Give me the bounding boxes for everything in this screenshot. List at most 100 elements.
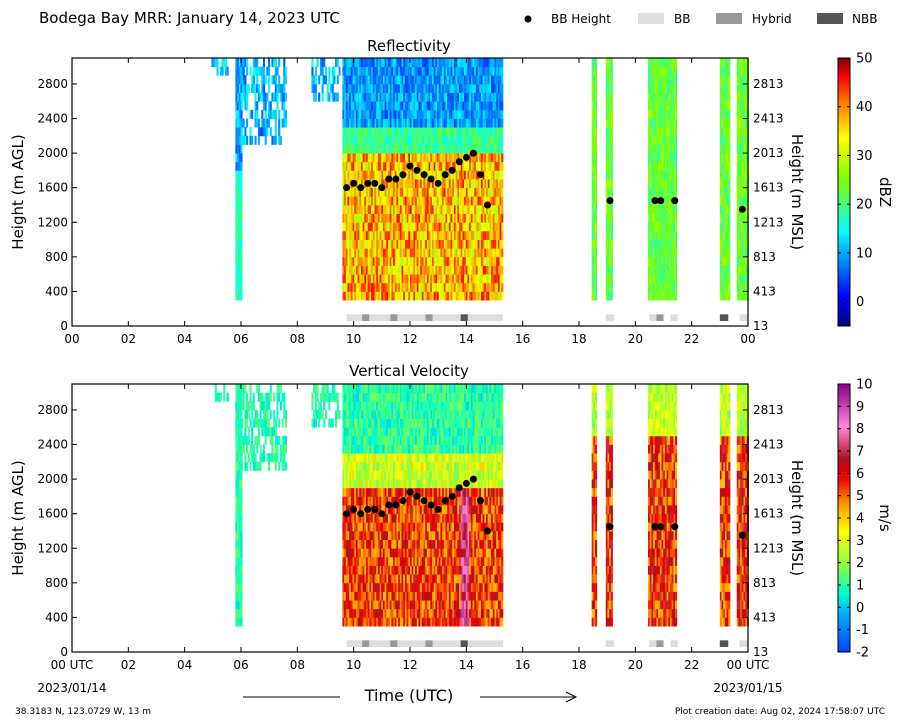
heatmap-cell bbox=[364, 118, 367, 128]
heatmap-cell bbox=[438, 161, 441, 171]
heatmap-cell bbox=[610, 282, 613, 292]
heatmap-cell bbox=[350, 392, 353, 402]
heatmap-cell bbox=[391, 127, 394, 137]
heatmap-cell bbox=[675, 291, 678, 301]
heatmap-cell bbox=[372, 556, 375, 566]
heatmap-cell bbox=[453, 230, 457, 240]
heatmap-cell bbox=[648, 153, 651, 163]
heatmap-cell bbox=[437, 75, 440, 85]
heatmap-cell bbox=[389, 109, 392, 119]
heatmap-cell bbox=[658, 170, 661, 180]
heatmap-cell bbox=[433, 187, 436, 197]
heatmap-cell bbox=[487, 135, 490, 145]
bb-height-point bbox=[462, 153, 470, 161]
heatmap-cell bbox=[345, 530, 348, 541]
heatmap-cell bbox=[651, 213, 654, 223]
heatmap-cell bbox=[455, 135, 458, 145]
heatmap-cell bbox=[411, 135, 414, 145]
heatmap-cell bbox=[371, 153, 374, 163]
heatmap-cell bbox=[661, 144, 664, 154]
heatmap-cell bbox=[393, 239, 396, 249]
heatmap-cell bbox=[237, 265, 240, 275]
y-tick-label: 2800 bbox=[37, 77, 68, 91]
heatmap-cell bbox=[381, 66, 384, 76]
heatmap-cell bbox=[445, 282, 448, 292]
heatmap-cell bbox=[445, 274, 448, 284]
heatmap-cell bbox=[661, 127, 664, 137]
heatmap-cell bbox=[410, 75, 413, 85]
heatmap-cell bbox=[719, 265, 722, 275]
heatmap-cell bbox=[499, 161, 502, 171]
heatmap-cell bbox=[391, 248, 394, 258]
heatmap-cell bbox=[465, 75, 468, 85]
heatmap-cell bbox=[743, 66, 746, 76]
heatmap-cell bbox=[420, 135, 423, 145]
heatmap-cell bbox=[425, 248, 428, 258]
heatmap-cell bbox=[671, 282, 674, 292]
heatmap-cell bbox=[342, 204, 345, 215]
heatmap-cell bbox=[459, 58, 462, 68]
heatmap-cell bbox=[728, 239, 731, 249]
heatmap-cell bbox=[369, 239, 372, 249]
heatmap-cell bbox=[658, 109, 661, 119]
heatmap-cell bbox=[382, 101, 386, 111]
heatmap-cell bbox=[738, 187, 741, 197]
heatmap-cell bbox=[403, 66, 406, 76]
heatmap-cell bbox=[433, 274, 436, 284]
heatmap-cell bbox=[411, 92, 414, 102]
heatmap-cell bbox=[610, 101, 613, 111]
heatmap-cell bbox=[649, 187, 652, 197]
heatmap-cell bbox=[359, 418, 362, 428]
heatmap-cell bbox=[366, 204, 369, 215]
heatmap-cell bbox=[421, 213, 424, 223]
heatmap-cell bbox=[408, 101, 411, 111]
heatmap-cell bbox=[347, 479, 350, 489]
heatmap-cell bbox=[342, 487, 345, 497]
heatmap-cell bbox=[366, 600, 369, 610]
heatmap-cell bbox=[450, 92, 453, 102]
heatmap-cell bbox=[371, 487, 374, 497]
heatmap-cell bbox=[740, 274, 743, 284]
heatmap-cell bbox=[494, 222, 497, 232]
heatmap-cell bbox=[384, 265, 387, 275]
heatmap-cell bbox=[492, 256, 495, 266]
heatmap-cell bbox=[377, 222, 380, 232]
heatmap-cell bbox=[362, 574, 365, 584]
heatmap-cell bbox=[408, 170, 411, 180]
heatmap-cell bbox=[274, 83, 277, 93]
heatmap-cell bbox=[241, 127, 244, 137]
heatmap-cell bbox=[472, 58, 475, 68]
heatmap-cell bbox=[421, 101, 424, 111]
heatmap-cell bbox=[457, 230, 460, 240]
heatmap-cell bbox=[366, 109, 369, 119]
heatmap-cell bbox=[418, 196, 421, 206]
heatmap-cell bbox=[403, 118, 406, 128]
heatmap-cell bbox=[472, 144, 475, 154]
heatmap-cell bbox=[357, 179, 360, 189]
heatmap-cell bbox=[347, 291, 350, 301]
heatmap-cell bbox=[357, 213, 360, 223]
heatmap-cell bbox=[595, 187, 598, 197]
heatmap-cell bbox=[342, 582, 345, 592]
heatmap-cell bbox=[238, 418, 241, 428]
heatmap-cell bbox=[413, 265, 416, 275]
heatmap-cell bbox=[480, 265, 484, 275]
heatmap-cell bbox=[314, 409, 317, 419]
heatmap-cell bbox=[386, 196, 389, 206]
heatmap-cell bbox=[491, 222, 494, 232]
heatmap-cell bbox=[459, 127, 462, 137]
heatmap-cell bbox=[237, 118, 240, 128]
heatmap-cell bbox=[391, 265, 394, 275]
heatmap-cell bbox=[344, 179, 347, 189]
heatmap-cell bbox=[359, 548, 362, 558]
heatmap-cell bbox=[244, 461, 247, 471]
heatmap-cell bbox=[455, 248, 458, 258]
heatmap-cell bbox=[349, 513, 352, 523]
heatmap-cell bbox=[675, 187, 678, 197]
heatmap-cell bbox=[726, 58, 729, 68]
heatmap-cell bbox=[609, 265, 612, 275]
heatmap-cell bbox=[386, 222, 389, 232]
heatmap-cell bbox=[279, 453, 282, 463]
heatmap-cell bbox=[252, 75, 255, 85]
heatmap-cell bbox=[460, 248, 463, 258]
